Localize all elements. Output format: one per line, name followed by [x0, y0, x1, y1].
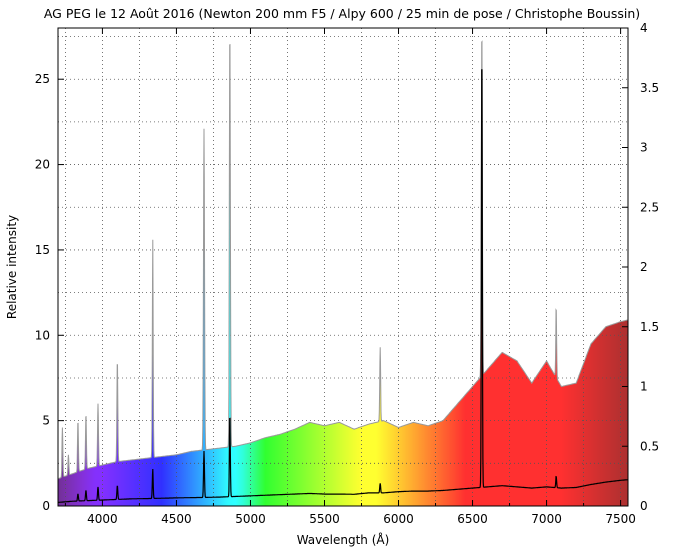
y-tick-label-left: 10: [35, 328, 50, 342]
y-axis-title: Relative intensity: [5, 215, 19, 319]
y-tick-label-left: 15: [35, 243, 50, 257]
normalized-spectrum-line: [58, 69, 628, 503]
y-tick-label-right: 1.5: [640, 320, 659, 334]
y-axis-left: 0 5 10 15 20 25: [35, 72, 64, 513]
x-axis-title: Wavelength (Å): [297, 532, 390, 547]
grid: [58, 28, 628, 506]
y-tick-label-right: 0.5: [640, 439, 659, 453]
x-tick-label: 5500: [309, 512, 340, 526]
y-tick-label-left: 5: [42, 414, 50, 428]
y-tick-label-left: 0: [42, 499, 50, 513]
y-tick-label-right: 2: [640, 260, 648, 274]
y-tick-label-right: 4: [640, 21, 648, 35]
x-tick-label: 7500: [605, 512, 636, 526]
y-tick-label-right: 0: [640, 499, 648, 513]
spectrum-shade: [58, 41, 628, 506]
y-axis-right: 0 0.5 1 1.5 2 2.5 3 3.5 4: [622, 21, 659, 513]
y-tick-label-left: 25: [35, 72, 50, 86]
x-axis: 4000 4500 5000 5500 6000 6500 7000 7500: [64, 28, 636, 526]
y-tick-label-right: 3.5: [640, 81, 659, 95]
x-tick-label: 4500: [161, 512, 192, 526]
x-tick-label: 6500: [457, 512, 488, 526]
y-tick-label-right: 1: [640, 380, 648, 394]
x-tick-label: 7000: [531, 512, 562, 526]
y-tick-label-right: 3: [640, 141, 648, 155]
x-tick-label: 6000: [383, 512, 414, 526]
x-tick-label: 5000: [235, 512, 266, 526]
chart-title: AG PEG le 12 Août 2016 (Newton 200 mm F5…: [44, 6, 640, 21]
y-tick-label-left: 20: [35, 158, 50, 172]
y-tick-label-right: 2.5: [640, 200, 659, 214]
x-tick-label: 4000: [87, 512, 118, 526]
profile-outline: [58, 40, 628, 480]
